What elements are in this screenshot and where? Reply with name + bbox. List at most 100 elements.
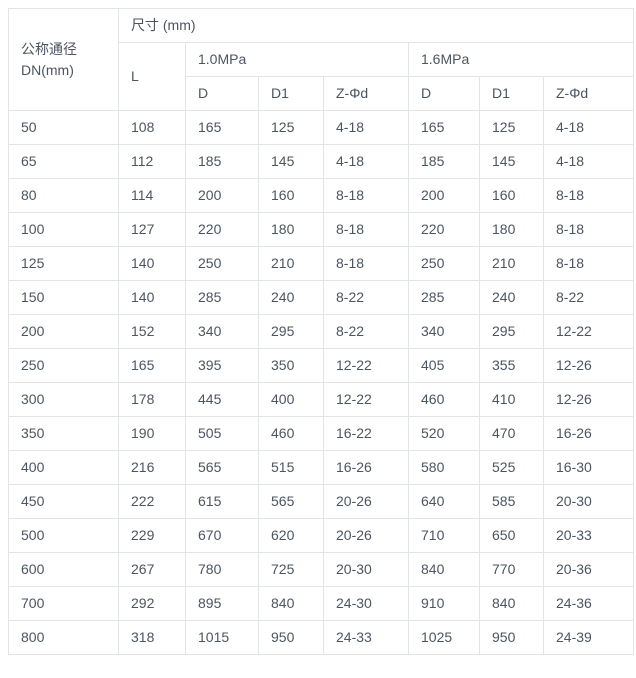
value-cell: 8-22 <box>323 314 409 349</box>
header-nominal-diameter-line2: DN(mm) <box>21 61 74 78</box>
value-cell: 580 <box>408 450 480 485</box>
value-cell: 145 <box>479 144 544 179</box>
value-cell: 250 <box>408 246 480 281</box>
dn-cell: 700 <box>8 586 119 621</box>
table-row: 150 140 285 240 8-22 285 240 8-22 <box>8 280 635 315</box>
header-pressure-1.6mpa: 1.6MPa <box>407 42 635 77</box>
dn-cell: 200 <box>8 314 119 349</box>
value-cell: 295 <box>258 314 324 349</box>
value-cell: 725 <box>258 552 324 587</box>
value-cell: 4-18 <box>542 144 635 179</box>
value-cell: 8-18 <box>542 246 635 281</box>
table-row: 50 108 165 125 4-18 165 125 4-18 <box>8 110 635 145</box>
header-d-1.6: D <box>408 76 480 111</box>
value-cell: 620 <box>258 518 324 553</box>
value-cell: 20-26 <box>323 518 409 553</box>
header-nominal-diameter-line1: 公称通径 <box>21 40 77 57</box>
dn-cell: 400 <box>8 450 119 485</box>
value-cell: 340 <box>408 314 480 349</box>
dn-cell: 300 <box>8 382 119 417</box>
value-cell: 950 <box>258 620 324 655</box>
value-cell: 350 <box>258 348 324 383</box>
value-cell: 145 <box>258 144 324 179</box>
value-cell: 780 <box>185 552 259 587</box>
value-cell: 12-26 <box>542 348 635 383</box>
table-row: 350 190 505 460 16-22 520 470 16-26 <box>8 416 635 451</box>
value-cell: 8-22 <box>542 280 635 315</box>
dn-cell: 125 <box>8 246 119 281</box>
value-cell: 165 <box>185 110 259 145</box>
value-cell: 160 <box>479 178 544 213</box>
dn-cell: 350 <box>8 416 119 451</box>
value-cell: 1025 <box>408 620 480 655</box>
value-cell: 178 <box>118 382 186 417</box>
value-cell: 505 <box>185 416 259 451</box>
value-cell: 140 <box>118 246 186 281</box>
table-row: 200 152 340 295 8-22 340 295 12-22 <box>8 314 635 349</box>
value-cell: 185 <box>185 144 259 179</box>
value-cell: 24-33 <box>323 620 409 655</box>
value-cell: 180 <box>479 212 544 247</box>
table-row: 125 140 250 210 8-18 250 210 8-18 <box>8 246 635 281</box>
value-cell: 460 <box>408 382 480 417</box>
value-cell: 470 <box>479 416 544 451</box>
value-cell: 24-30 <box>323 586 409 621</box>
table-row: 400 216 565 515 16-26 580 525 16-30 <box>8 450 635 485</box>
valve-dimensions-table: 公称通径 DN(mm) 尺寸 (mm) L 1.0MPa 1.6MPa D D1… <box>8 8 635 655</box>
header-zphid-1.0: Z-Φd <box>323 76 409 111</box>
value-cell: 240 <box>479 280 544 315</box>
value-cell: 585 <box>479 484 544 519</box>
value-cell: 285 <box>408 280 480 315</box>
value-cell: 4-18 <box>542 110 635 145</box>
value-cell: 12-22 <box>323 382 409 417</box>
header-zphid-1.6: Z-Φd <box>542 76 635 111</box>
dn-cell: 65 <box>8 144 119 179</box>
value-cell: 525 <box>479 450 544 485</box>
value-cell: 200 <box>408 178 480 213</box>
value-cell: 16-26 <box>323 450 409 485</box>
value-cell: 8-18 <box>323 212 409 247</box>
header-d-1.0: D <box>185 76 259 111</box>
table-row: 300 178 445 400 12-22 460 410 12-26 <box>8 382 635 417</box>
table-row: 500 229 670 620 20-26 710 650 20-33 <box>8 518 635 553</box>
value-cell: 395 <box>185 348 259 383</box>
value-cell: 165 <box>408 110 480 145</box>
value-cell: 220 <box>185 212 259 247</box>
dn-cell: 50 <box>8 110 119 145</box>
value-cell: 8-18 <box>323 178 409 213</box>
value-cell: 615 <box>185 484 259 519</box>
value-cell: 24-39 <box>542 620 635 655</box>
value-cell: 240 <box>258 280 324 315</box>
value-cell: 8-18 <box>542 178 635 213</box>
table-row: 600 267 780 725 20-30 840 770 20-36 <box>8 552 635 587</box>
value-cell: 670 <box>185 518 259 553</box>
value-cell: 20-36 <box>542 552 635 587</box>
value-cell: 20-30 <box>323 552 409 587</box>
value-cell: 12-22 <box>323 348 409 383</box>
value-cell: 565 <box>258 484 324 519</box>
value-cell: 127 <box>118 212 186 247</box>
value-cell: 12-26 <box>542 382 635 417</box>
value-cell: 20-26 <box>323 484 409 519</box>
value-cell: 114 <box>118 178 186 213</box>
value-cell: 16-30 <box>542 450 635 485</box>
value-cell: 840 <box>479 586 544 621</box>
value-cell: 165 <box>118 348 186 383</box>
value-cell: 4-18 <box>323 144 409 179</box>
dn-cell: 800 <box>8 620 119 655</box>
value-cell: 410 <box>479 382 544 417</box>
value-cell: 515 <box>258 450 324 485</box>
value-cell: 8-18 <box>323 246 409 281</box>
value-cell: 267 <box>118 552 186 587</box>
table-row: 700 292 895 840 24-30 910 840 24-36 <box>8 586 635 621</box>
value-cell: 295 <box>479 314 544 349</box>
value-cell: 910 <box>408 586 480 621</box>
value-cell: 400 <box>258 382 324 417</box>
value-cell: 8-22 <box>323 280 409 315</box>
dn-cell: 100 <box>8 212 119 247</box>
header-l: L <box>118 42 186 111</box>
value-cell: 895 <box>185 586 259 621</box>
value-cell: 445 <box>185 382 259 417</box>
header-nominal-diameter: 公称通径 DN(mm) <box>8 8 119 111</box>
header-row-size: 公称通径 DN(mm) 尺寸 (mm) <box>8 8 635 111</box>
